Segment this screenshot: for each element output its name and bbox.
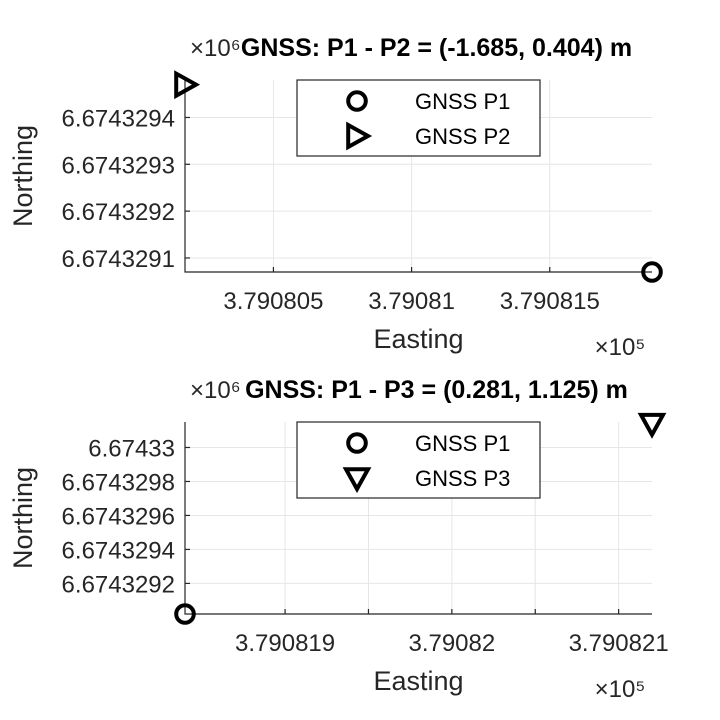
y-tick-label: 6.6743292 bbox=[62, 571, 175, 598]
data-point bbox=[641, 261, 663, 283]
x-axis-label: Easting bbox=[373, 666, 463, 696]
legend-marker bbox=[346, 90, 368, 112]
y-tick-label: 6.6743293 bbox=[62, 152, 175, 179]
legend-marker bbox=[346, 432, 368, 454]
chart-title: GNSS: P1 - P2 = (-1.685, 0.404) m bbox=[241, 34, 632, 62]
data-point bbox=[174, 603, 196, 625]
y-axis-label: Northing bbox=[8, 125, 38, 227]
x-tick-label: 3.790805 bbox=[223, 288, 323, 315]
legend-box bbox=[296, 421, 541, 499]
y-tick-label: 6.6743296 bbox=[62, 503, 175, 530]
legend-entry-label: GNSS P1 bbox=[415, 431, 510, 456]
axes-frame bbox=[184, 422, 652, 615]
x-tick-label: 3.790815 bbox=[500, 288, 600, 315]
legend-marker bbox=[342, 467, 372, 494]
chart-title: GNSS: P1 - P3 = (0.281, 1.125) m bbox=[245, 376, 628, 404]
subplot-2: 3.790819 3.79082 3.790821 6.6743292 6.674329… bbox=[8, 376, 669, 703]
y-exponent-label: ×10⁶ bbox=[190, 35, 241, 62]
axes-frame bbox=[184, 80, 652, 273]
x-tick-label: 3.790819 bbox=[235, 630, 335, 657]
y-tick-label: 6.6743294 bbox=[62, 105, 175, 132]
legend: GNSS P1 GNSS P3 bbox=[296, 421, 541, 499]
x-tick-label: 3.79082 bbox=[408, 630, 495, 657]
y-tick-label: 6.6743291 bbox=[62, 246, 175, 273]
x-exponent-label: ×10⁵ bbox=[595, 676, 646, 703]
legend-box bbox=[296, 79, 541, 157]
legend-entry-label: GNSS P2 bbox=[415, 124, 510, 149]
x-tick-label: 3.79081 bbox=[368, 288, 455, 315]
y-exponent-label: ×10⁶ bbox=[190, 377, 241, 404]
data-point bbox=[174, 70, 201, 100]
y-tick-label: 6.6743294 bbox=[62, 537, 175, 564]
legend-marker bbox=[346, 121, 373, 151]
legend-entry-label: GNSS P3 bbox=[415, 466, 510, 491]
y-tick-label: 6.67433 bbox=[88, 435, 175, 462]
y-tick-label: 6.6743292 bbox=[62, 199, 175, 226]
x-axis-label: Easting bbox=[373, 324, 463, 354]
legend: GNSS P1 GNSS P2 bbox=[296, 79, 541, 157]
subplot-1: 3.790805 3.79081 3.790815 6.6743291 6.674329… bbox=[8, 34, 663, 361]
y-axis-label: Northing bbox=[8, 467, 38, 569]
legend-entry-label: GNSS P1 bbox=[415, 89, 510, 114]
y-tick-label: 6.6743298 bbox=[62, 469, 175, 496]
x-exponent-label: ×10⁵ bbox=[595, 334, 646, 361]
x-tick-label: 3.790821 bbox=[569, 630, 669, 657]
data-point bbox=[637, 412, 667, 439]
